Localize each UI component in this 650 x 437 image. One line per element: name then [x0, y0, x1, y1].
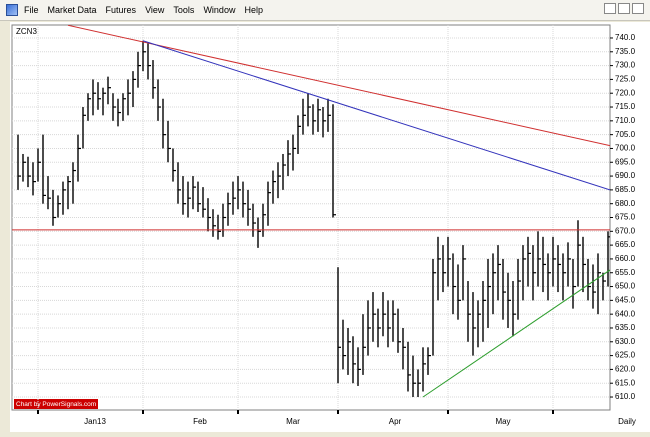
y-tick-label: 680.0 — [615, 199, 636, 208]
y-tick-label: 720.0 — [615, 88, 636, 97]
y-tick-label: 705.0 — [615, 130, 636, 139]
app-icon — [6, 4, 18, 16]
y-tick-label: 725.0 — [615, 75, 636, 84]
y-tick-label: 625.0 — [615, 351, 636, 360]
y-tick-label: 685.0 — [615, 185, 636, 194]
x-tick-label: May — [495, 417, 510, 426]
watermark-box — [14, 399, 98, 409]
y-tick-label: 710.0 — [615, 116, 636, 125]
trend-line — [142, 40, 610, 191]
watermark: Chart by PowerSignals.com — [16, 401, 96, 408]
y-tick-label: 630.0 — [615, 337, 636, 346]
window-controls — [604, 3, 644, 14]
y-tick-label: 665.0 — [615, 240, 636, 249]
y-tick-label: 660.0 — [615, 254, 636, 263]
menu-item[interactable]: Market Data — [47, 5, 97, 15]
y-tick-label: 610.0 — [615, 392, 636, 401]
y-tick-label: 615.0 — [615, 378, 636, 387]
y-tick-label: 715.0 — [615, 102, 636, 111]
y-tick-label: 620.0 — [615, 365, 636, 374]
x-tick-label: Jan13 — [84, 417, 106, 426]
menu-bar: File Market Data Futures View Tools Window Hel… — [0, 0, 650, 21]
y-tick-label: 730.0 — [615, 61, 636, 70]
x-tick-label: Apr — [389, 417, 402, 426]
close-button[interactable] — [632, 3, 644, 14]
y-tick-label: 635.0 — [615, 323, 636, 332]
trend-line — [422, 269, 610, 398]
menu-item[interactable]: File — [24, 5, 39, 15]
y-tick-label: 690.0 — [615, 171, 636, 180]
minimize-button[interactable] — [604, 3, 616, 14]
y-tick-label: 640.0 — [615, 309, 636, 318]
y-tick-label: 740.0 — [615, 33, 636, 42]
y-tick-label: 655.0 — [615, 268, 636, 277]
y-tick-label: 645.0 — [615, 295, 636, 304]
x-tick-label: Mar — [286, 417, 300, 426]
restore-button[interactable] — [618, 3, 630, 14]
y-tick-label: 675.0 — [615, 213, 636, 222]
menu-item[interactable]: Futures — [105, 5, 137, 15]
menu-item[interactable]: Window — [203, 5, 236, 15]
menu-item[interactable]: View — [145, 5, 165, 15]
y-tick-label: 650.0 — [615, 282, 636, 291]
x-tick-label: Feb — [193, 417, 207, 426]
plot-layer — [12, 25, 610, 410]
symbol: ZCN3 — [16, 27, 37, 36]
menu-item[interactable]: Help — [244, 5, 263, 15]
menu-item[interactable]: Tools — [173, 5, 195, 15]
y-tick-label: 700.0 — [615, 144, 636, 153]
y-tick-label: 735.0 — [615, 47, 636, 56]
y-tick-label: 695.0 — [615, 157, 636, 166]
y-tick-label: 670.0 — [615, 226, 636, 235]
period-label: Daily — [618, 417, 636, 426]
